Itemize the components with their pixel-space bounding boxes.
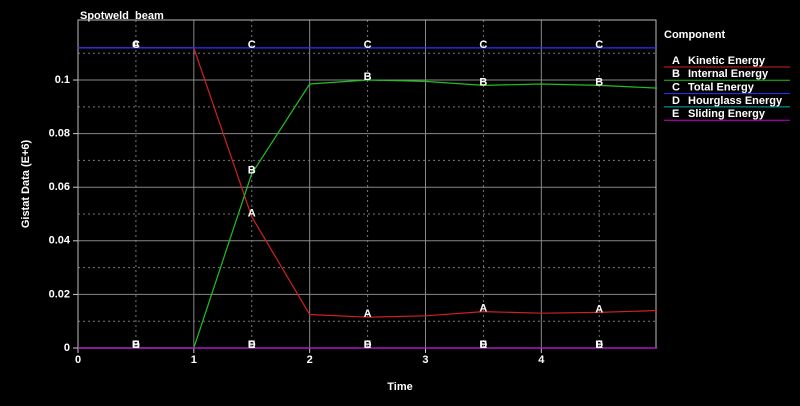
point-marker: D xyxy=(479,339,487,351)
point-marker: A xyxy=(132,39,140,51)
x-tick-label: 3 xyxy=(422,354,428,366)
y-axis-label: Gistat Data (E+6) xyxy=(20,140,32,229)
point-marker: B xyxy=(248,165,256,177)
point-marker: E xyxy=(480,339,487,351)
y-tick-label: 0.08 xyxy=(49,128,70,140)
legend-label: Total Energy xyxy=(688,82,755,94)
point-marker: A xyxy=(595,303,603,315)
point-marker: B xyxy=(479,76,487,88)
point-marker: E xyxy=(248,339,255,351)
point-marker: C xyxy=(248,39,256,51)
x-tick-label: 4 xyxy=(538,354,545,366)
point-marker: C xyxy=(595,39,603,51)
point-marker: E xyxy=(364,339,371,351)
point-marker: D xyxy=(248,339,256,351)
legend-label: Kinetic Energy xyxy=(688,55,766,67)
legend-marker: A xyxy=(672,55,680,67)
x-tick-label: 2 xyxy=(307,354,313,366)
y-tick-label: 0.06 xyxy=(49,181,70,193)
legend-label: Sliding Energy xyxy=(688,108,766,120)
legend-title: Component xyxy=(664,29,725,41)
x-tick-label: 0 xyxy=(75,354,81,366)
x-tick-label: 1 xyxy=(191,354,197,366)
point-marker: B xyxy=(132,339,140,351)
y-tick-label: 0.04 xyxy=(49,235,71,247)
x-axis-label: Time xyxy=(387,381,412,393)
point-marker: A xyxy=(364,308,372,320)
point-marker: C xyxy=(132,39,140,51)
point-marker: D xyxy=(595,339,603,351)
legend-label: Hourglass Energy xyxy=(688,95,783,107)
point-marker: A xyxy=(479,302,487,314)
point-marker: D xyxy=(364,339,372,351)
legend-label: Internal Energy xyxy=(688,68,769,80)
legend-marker: C xyxy=(672,82,680,94)
legend-marker: B xyxy=(672,68,680,80)
point-marker: E xyxy=(132,339,139,351)
point-marker: A xyxy=(248,208,256,220)
point-marker: D xyxy=(132,339,140,351)
legend-marker: D xyxy=(672,95,680,107)
y-tick-label: 0.1 xyxy=(55,74,70,86)
legend-marker: E xyxy=(672,108,679,120)
y-tick-label: 0.02 xyxy=(49,288,70,300)
point-marker: B xyxy=(364,71,372,83)
point-marker: C xyxy=(479,39,487,51)
point-marker: B xyxy=(595,76,603,88)
y-tick-label: 0 xyxy=(64,342,70,354)
chart-title: Spotweld_beam xyxy=(80,10,164,22)
point-marker: C xyxy=(364,39,372,51)
point-marker: E xyxy=(596,339,603,351)
